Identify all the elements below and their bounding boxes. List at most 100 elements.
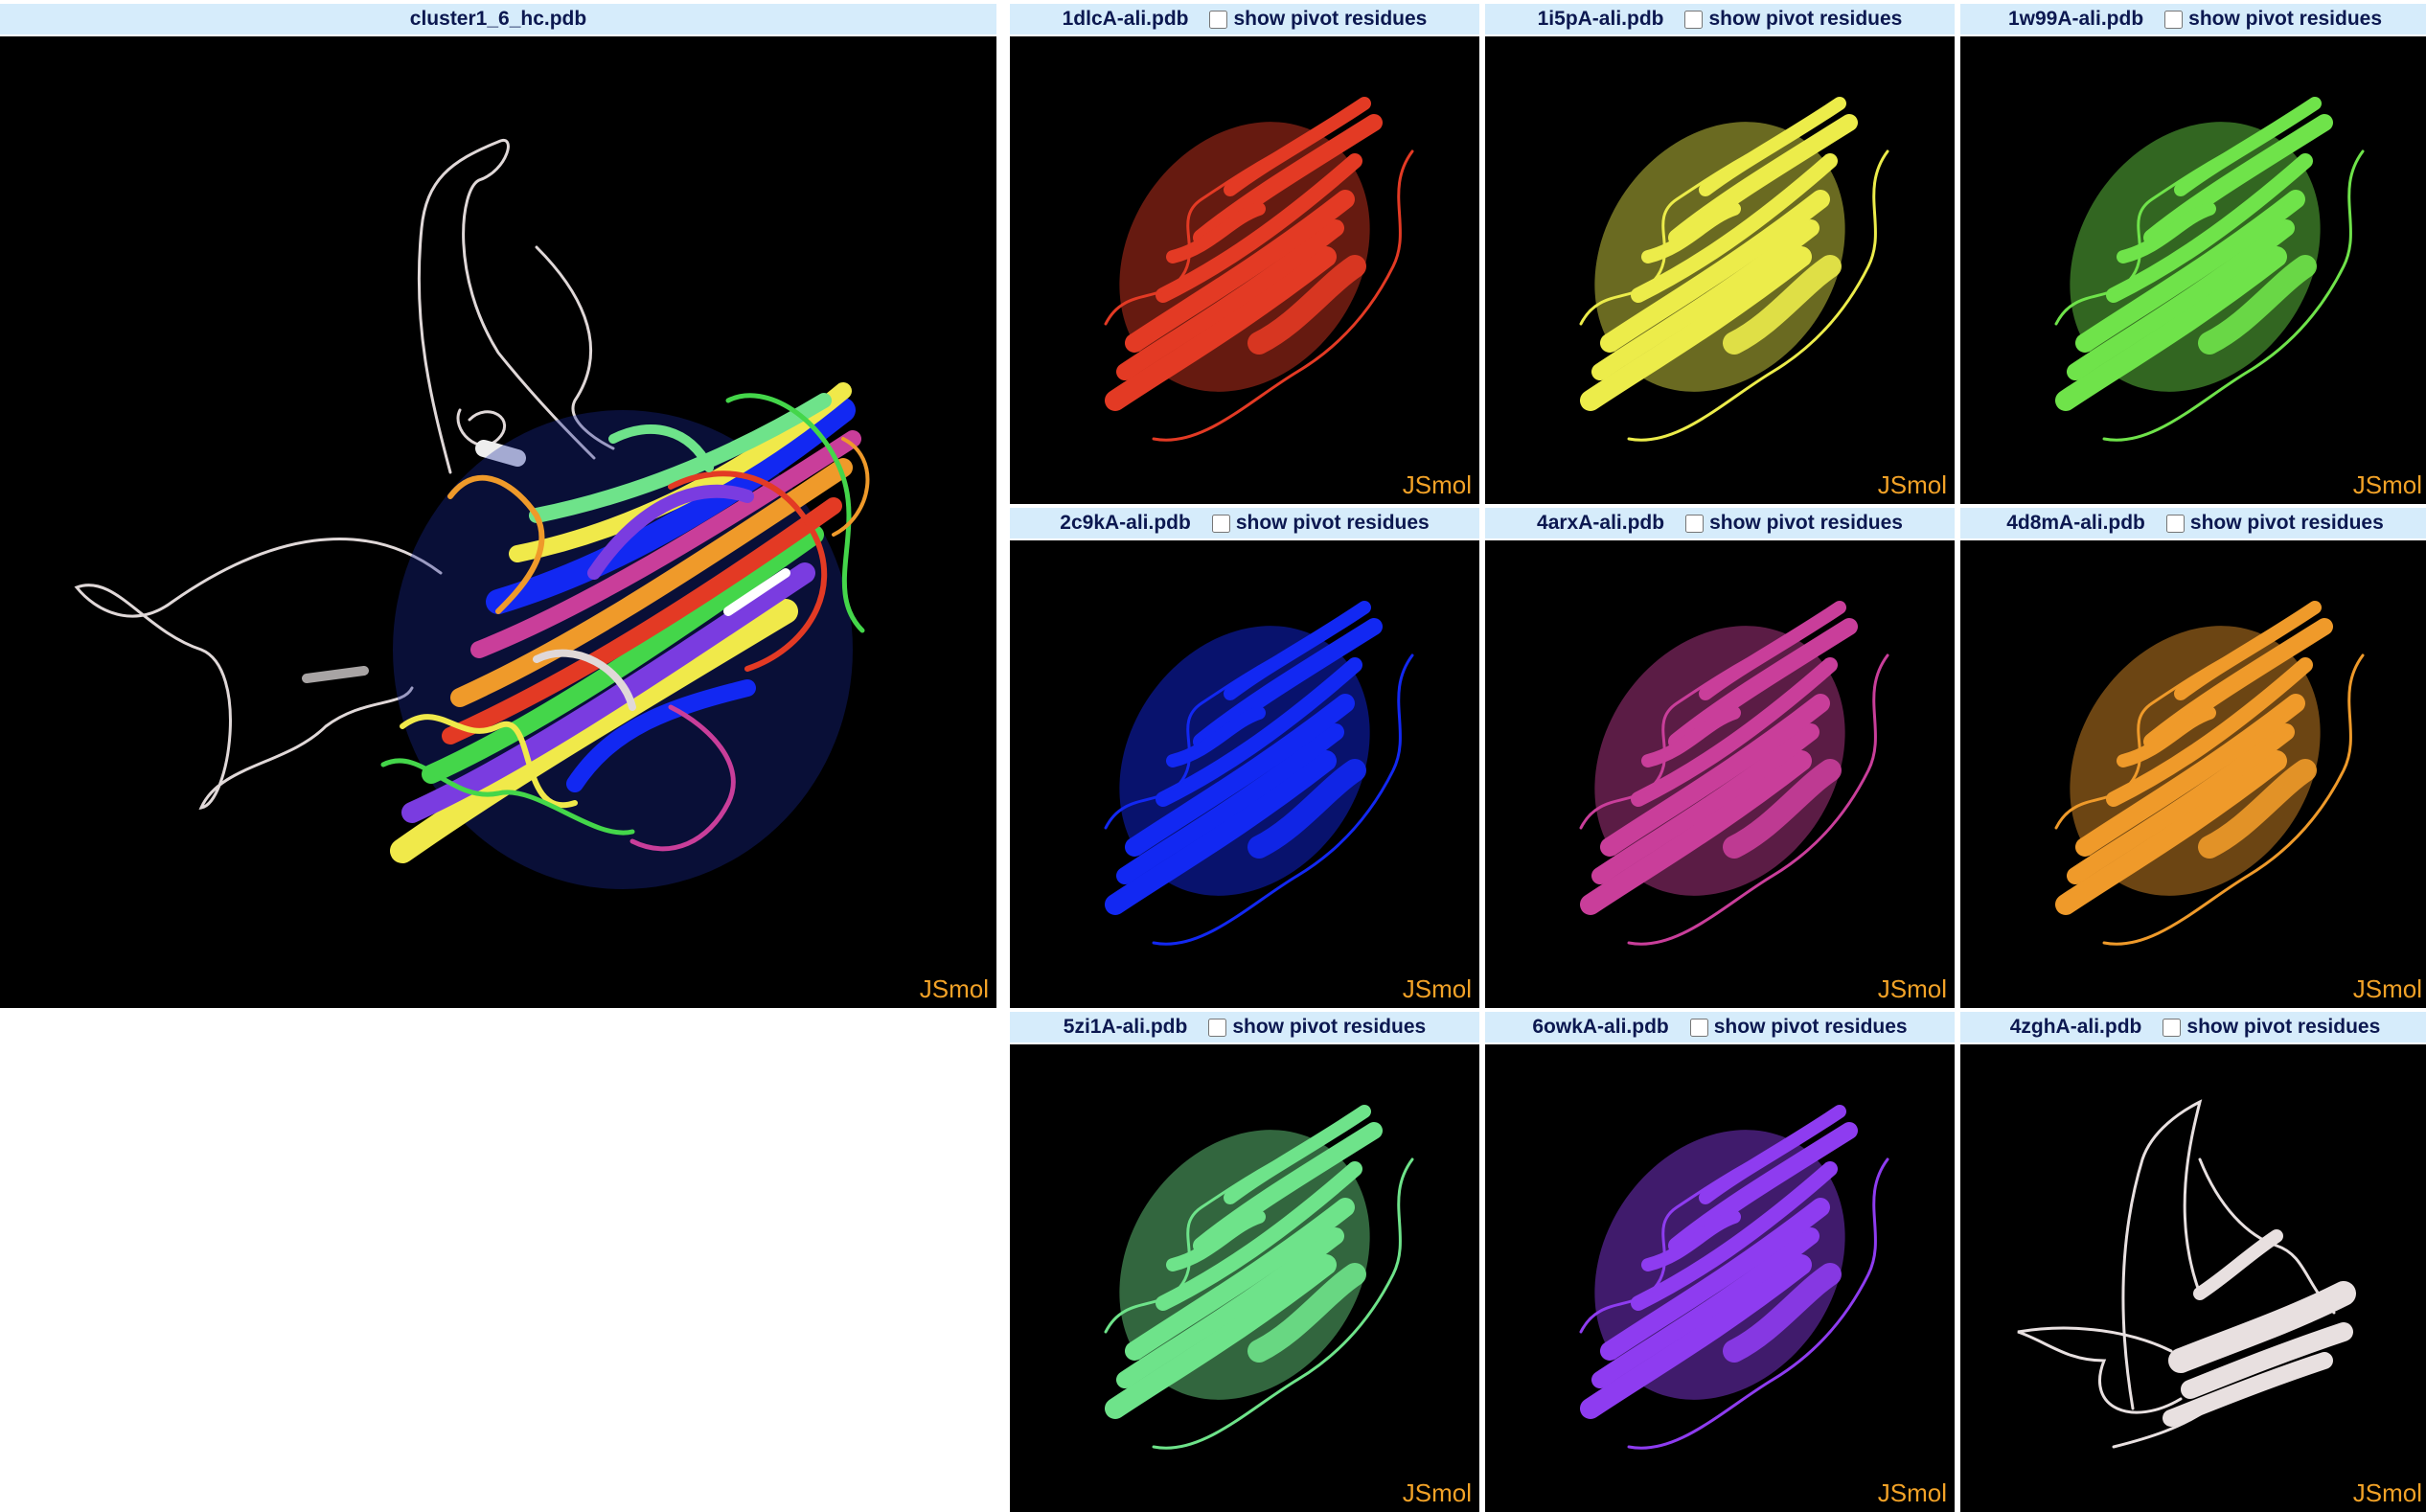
viewer-title: 4d8mA-ali.pdb: [2006, 512, 2145, 534]
show-pivot-checkbox[interactable]: [2164, 10, 2184, 29]
ribbon-strand: [2174, 601, 2322, 700]
show-pivot-label: show pivot residues: [1233, 8, 1428, 30]
ribbon-strand: [1631, 1161, 1838, 1311]
show-pivot-label: show pivot residues: [1235, 512, 1430, 534]
ribbon-core: [1119, 122, 1370, 392]
jsmol-logo: JSmol: [2352, 974, 2422, 1003]
show-pivot-checkbox[interactable]: [2165, 514, 2185, 533]
show-pivot-label: show pivot residues: [1708, 8, 1903, 30]
show-pivot-label: show pivot residues: [1713, 1016, 1908, 1038]
viewer-title: 4zghA-ali.pdb: [2009, 1016, 2142, 1038]
ribbon-strand: [1699, 1105, 1846, 1204]
ribbon-core: [2070, 122, 2321, 392]
ribbon-strand: [1668, 618, 1858, 750]
ribbon-strand: [2102, 149, 2365, 442]
ribbon-strand: [2055, 246, 2287, 411]
ribbon-strand: [2143, 618, 2333, 750]
molecule-render[interactable]: [1485, 540, 1955, 1008]
molecule-render[interactable]: [1010, 36, 1479, 504]
show-pivot-toggle[interactable]: show pivot residues: [2165, 508, 2384, 538]
molecule-render[interactable]: [1010, 1044, 1479, 1512]
ribbon-strand: [1152, 653, 1414, 946]
show-pivot-checkbox[interactable]: [1211, 514, 1230, 533]
show-pivot-checkbox[interactable]: [2163, 1018, 2182, 1037]
ribbon-strand: [1247, 1263, 1366, 1363]
ribbon-core: [1594, 626, 1845, 896]
molecule-viewer[interactable]: JSmol: [1010, 540, 1479, 1008]
show-pivot-checkbox[interactable]: [1208, 1018, 1227, 1037]
ribbon-strand: [1104, 1148, 1299, 1334]
molecule-render[interactable]: [1010, 540, 1479, 1008]
molecule-render[interactable]: [1485, 36, 1955, 504]
ribbon-strand: [1224, 1105, 1371, 1204]
show-pivot-toggle[interactable]: show pivot residues: [2164, 4, 2382, 34]
ribbon-strand: [1580, 246, 1812, 411]
ribbon-strand: [1224, 97, 1371, 196]
ribbon-strand: [1641, 1210, 1741, 1271]
main-viewer-title: cluster1_6_hc.pdb: [409, 8, 587, 30]
ribbon-strand: [1600, 190, 1830, 353]
ribbon-strand: [1125, 1198, 1355, 1361]
viewer-panel-5: 4arxA-ali.pdb show pivot residues JSmol: [1485, 508, 1955, 1008]
jsmol-logo: JSmol: [1402, 974, 1472, 1003]
ribbon-strand: [1668, 1122, 1858, 1254]
show-pivot-toggle[interactable]: show pivot residues: [1684, 4, 1902, 34]
show-pivot-checkbox[interactable]: [1684, 10, 1704, 29]
viewer-panel-9: 4zghA-ali.pdb show pivot residues JSmol: [1960, 1012, 2426, 1512]
show-pivot-checkbox[interactable]: [1689, 1018, 1708, 1037]
viewer-panel-1: 1dlcA-ali.pdb show pivot residues JSmol: [1010, 4, 1479, 504]
ribbon-strand: [2067, 219, 2295, 380]
main-molecule-viewer[interactable]: JSmol: [0, 36, 996, 1008]
ribbon-strand: [2106, 153, 2313, 303]
ribbon-strand: [1723, 1263, 1842, 1363]
ribbon-strand: [1591, 1227, 1820, 1388]
show-pivot-toggle[interactable]: show pivot residues: [1209, 4, 1427, 34]
ribbon-strand: [1193, 618, 1383, 750]
ribbon-strand: [1104, 644, 1299, 830]
ribbon-strand: [2054, 140, 2250, 326]
main-molecule-render[interactable]: [0, 36, 996, 1008]
molecule-viewer[interactable]: JSmol: [1485, 1044, 1955, 1512]
ribbon-strand: [2055, 750, 2287, 915]
molecule-render[interactable]: [1960, 1044, 2426, 1512]
ribbon-strand: [1156, 657, 1362, 807]
molecule-viewer[interactable]: JSmol: [1960, 540, 2426, 1008]
show-pivot-toggle[interactable]: show pivot residues: [2163, 1012, 2380, 1042]
ribbon-strand: [1104, 140, 1299, 326]
show-pivot-toggle[interactable]: show pivot residues: [1685, 508, 1903, 538]
ribbon-strand: [1631, 657, 1838, 807]
viewer-header: 1i5pA-ali.pdb show pivot residues: [1485, 4, 1955, 34]
jsmol-logo: JSmol: [2352, 470, 2422, 499]
ribbon-strand: [2168, 1281, 2356, 1373]
molecule-render[interactable]: [1960, 36, 2426, 504]
show-pivot-toggle[interactable]: show pivot residues: [1208, 1012, 1426, 1042]
viewer-header: 1w99A-ali.pdb show pivot residues: [1960, 4, 2426, 34]
jsmol-logo: JSmol: [2352, 1478, 2422, 1507]
ribbon-strand: [1105, 750, 1337, 915]
molecule-viewer[interactable]: JSmol: [1010, 1044, 1479, 1512]
jsmol-logo: JSmol: [1877, 974, 1947, 1003]
molecule-viewer[interactable]: JSmol: [1960, 1044, 2426, 1512]
molecule-viewer[interactable]: JSmol: [1485, 36, 1955, 504]
viewer-header: 5zi1A-ali.pdb show pivot residues: [1010, 1012, 1479, 1042]
molecule-viewer[interactable]: JSmol: [1485, 540, 1955, 1008]
ribbon-strand: [1166, 1210, 1266, 1271]
ribbon-strand: [1193, 114, 1383, 246]
show-pivot-checkbox[interactable]: [1685, 514, 1705, 533]
show-pivot-toggle[interactable]: show pivot residues: [1689, 1012, 1908, 1042]
molecule-render[interactable]: [1485, 1044, 1955, 1512]
show-pivot-toggle[interactable]: show pivot residues: [1211, 508, 1430, 538]
main-viewer-header: cluster1_6_hc.pdb: [0, 4, 996, 34]
ribbon-strand: [1668, 114, 1858, 246]
molecule-viewer[interactable]: JSmol: [1960, 36, 2426, 504]
ribbon-strand: [1591, 723, 1820, 884]
viewer-title: 5zi1A-ali.pdb: [1063, 1016, 1188, 1038]
viewer-panel-4: 2c9kA-ali.pdb show pivot residues JSmol: [1010, 508, 1479, 1008]
viewer-header: 1dlcA-ali.pdb show pivot residues: [1010, 4, 1479, 34]
molecule-viewer[interactable]: JSmol: [1010, 36, 1479, 504]
molecule-render[interactable]: [1960, 540, 2426, 1008]
ribbon-strand: [2017, 1326, 2183, 1414]
ribbon-strand: [1591, 219, 1820, 380]
ribbon-strand: [1166, 202, 1266, 263]
show-pivot-checkbox[interactable]: [1209, 10, 1228, 29]
